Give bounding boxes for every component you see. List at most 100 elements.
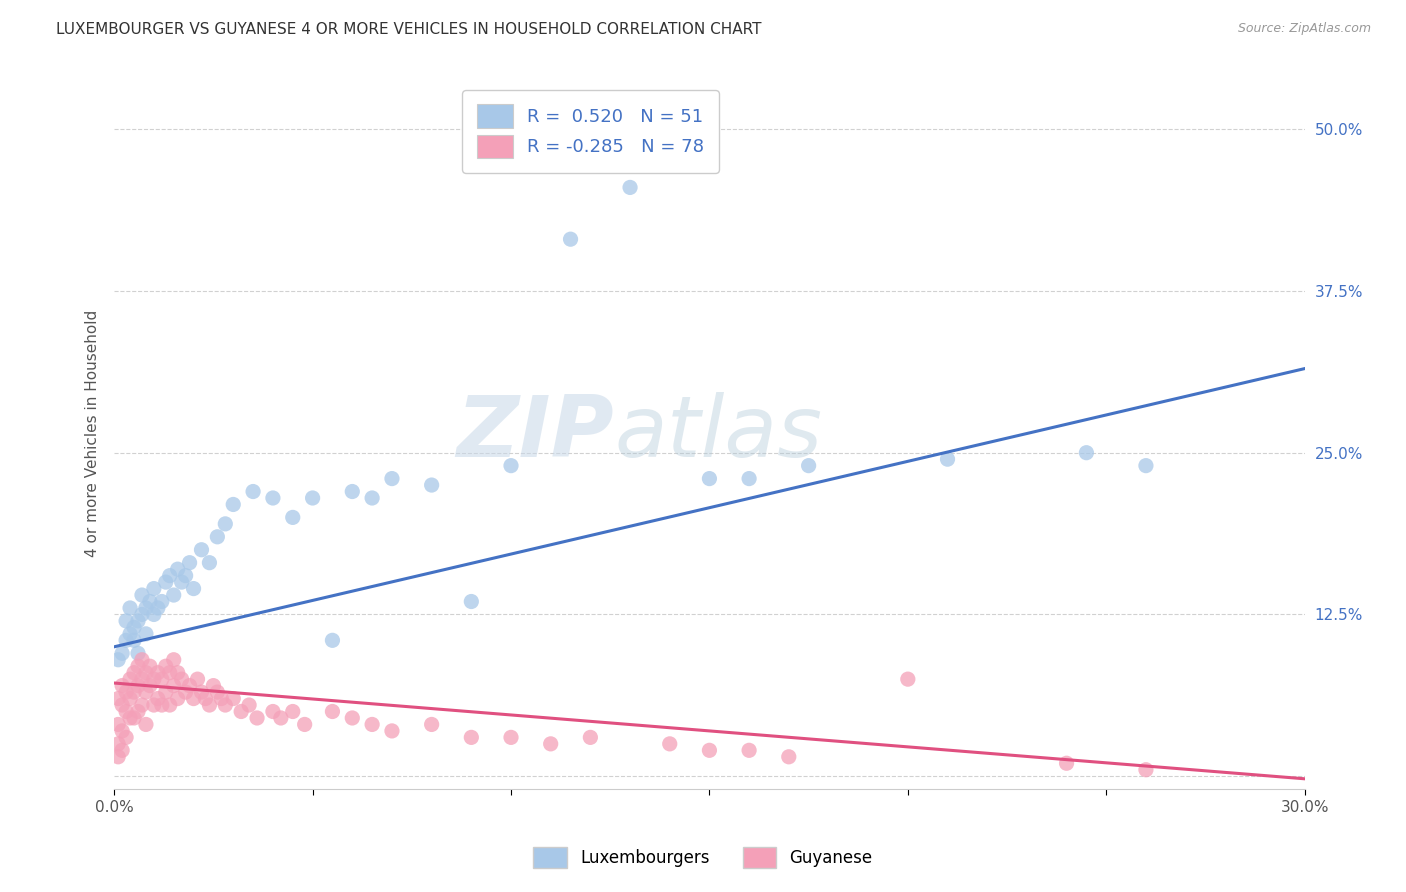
Point <box>420 478 443 492</box>
Point <box>120 711 142 725</box>
Point <box>183 582 205 596</box>
Point <box>163 588 186 602</box>
Point <box>460 731 482 745</box>
Point <box>186 672 208 686</box>
Point <box>1056 756 1078 771</box>
Point <box>120 601 142 615</box>
Point <box>122 633 145 648</box>
Point <box>778 749 800 764</box>
Point <box>139 594 162 608</box>
Point <box>738 472 761 486</box>
Point <box>281 705 304 719</box>
Point <box>111 698 134 712</box>
Point <box>262 491 284 505</box>
Point <box>163 679 186 693</box>
Point <box>699 472 721 486</box>
Point <box>560 232 582 246</box>
Point <box>131 607 153 622</box>
Legend: Luxembourgers, Guyanese: Luxembourgers, Guyanese <box>527 840 879 875</box>
Point <box>179 556 201 570</box>
Point <box>122 665 145 680</box>
Point <box>202 679 225 693</box>
Point <box>936 452 959 467</box>
Point <box>499 458 522 473</box>
Y-axis label: 4 or more Vehicles in Household: 4 or more Vehicles in Household <box>86 310 100 557</box>
Point <box>122 711 145 725</box>
Point <box>122 620 145 634</box>
Point <box>499 731 522 745</box>
Point <box>246 711 269 725</box>
Point <box>579 731 602 745</box>
Point <box>321 633 343 648</box>
Point <box>131 588 153 602</box>
Point <box>163 653 186 667</box>
Point <box>127 659 149 673</box>
Point <box>107 653 129 667</box>
Point <box>1135 763 1157 777</box>
Point <box>139 659 162 673</box>
Point <box>174 685 197 699</box>
Point <box>321 705 343 719</box>
Point <box>115 685 138 699</box>
Point <box>127 679 149 693</box>
Point <box>127 646 149 660</box>
Point <box>139 679 162 693</box>
Text: atlas: atlas <box>614 392 823 475</box>
Point <box>207 530 229 544</box>
Point <box>270 711 292 725</box>
Point <box>122 685 145 699</box>
Point <box>238 698 260 712</box>
Point <box>107 691 129 706</box>
Point <box>361 491 384 505</box>
Point <box>1135 458 1157 473</box>
Point <box>135 601 157 615</box>
Point <box>183 691 205 706</box>
Point <box>194 691 217 706</box>
Point <box>159 568 181 582</box>
Point <box>214 698 236 712</box>
Point <box>209 691 232 706</box>
Point <box>142 582 165 596</box>
Point <box>281 510 304 524</box>
Point <box>797 458 820 473</box>
Point <box>135 627 157 641</box>
Point <box>107 717 129 731</box>
Point <box>120 691 142 706</box>
Point <box>131 698 153 712</box>
Point <box>198 698 221 712</box>
Point <box>146 665 169 680</box>
Point <box>361 717 384 731</box>
Point <box>115 633 138 648</box>
Text: ZIP: ZIP <box>457 392 614 475</box>
Point <box>294 717 316 731</box>
Point <box>190 542 212 557</box>
Point <box>150 672 173 686</box>
Point <box>166 665 188 680</box>
Point <box>540 737 562 751</box>
Point <box>231 705 253 719</box>
Point <box>107 749 129 764</box>
Point <box>222 498 245 512</box>
Point <box>342 484 364 499</box>
Point <box>897 672 920 686</box>
Point <box>107 737 129 751</box>
Point <box>111 723 134 738</box>
Point <box>159 698 181 712</box>
Point <box>159 665 181 680</box>
Point <box>115 614 138 628</box>
Point <box>111 646 134 660</box>
Point <box>166 562 188 576</box>
Point <box>170 672 193 686</box>
Point <box>131 653 153 667</box>
Point <box>150 698 173 712</box>
Point <box>115 705 138 719</box>
Point <box>127 614 149 628</box>
Point <box>222 691 245 706</box>
Point <box>198 556 221 570</box>
Point <box>146 691 169 706</box>
Point <box>166 691 188 706</box>
Point <box>111 743 134 757</box>
Point <box>738 743 761 757</box>
Point <box>207 685 229 699</box>
Point <box>155 659 177 673</box>
